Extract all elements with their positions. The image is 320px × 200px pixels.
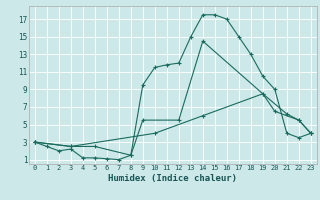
X-axis label: Humidex (Indice chaleur): Humidex (Indice chaleur) bbox=[108, 174, 237, 183]
